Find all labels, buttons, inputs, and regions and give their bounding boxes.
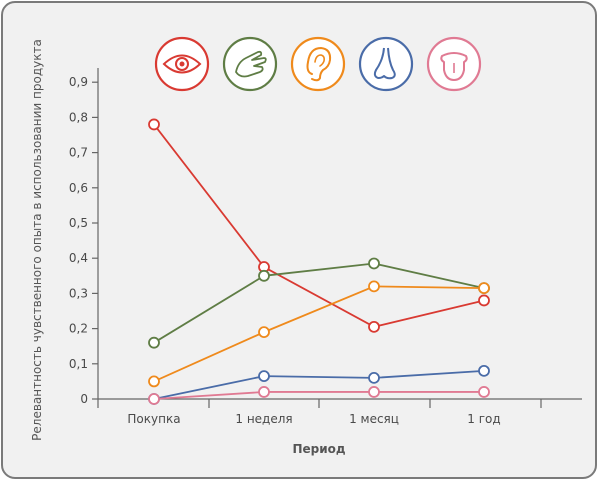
y-tick-label: 0,5: [69, 216, 88, 230]
series-line-nose: [153, 369, 485, 400]
legend: [154, 36, 482, 92]
data-point-eye: [478, 294, 490, 307]
ear-icon: [290, 36, 346, 92]
data-point-tongue: [368, 386, 380, 398]
eye-icon: [154, 36, 210, 92]
data-point-tongue: [258, 386, 270, 398]
nose-icon: [358, 36, 414, 92]
data-point-eye: [148, 118, 160, 131]
y-ticks: 0 0,1 0,2 0,3 0,4 0,5 0,6 0,7 0,8 0,9: [69, 75, 98, 406]
data-point-eye: [368, 320, 380, 333]
data-point-hand: [258, 269, 270, 282]
y-tick-label: 0,6: [69, 181, 88, 195]
data-point-ear: [478, 282, 490, 295]
data-point-tongue: [478, 386, 490, 398]
data-point-hand: [148, 336, 160, 349]
data-point-ear: [258, 326, 270, 339]
y-axis-title: Релевантность чувственного опыта в испол…: [30, 39, 44, 441]
series-line-hand: [153, 262, 485, 344]
x-tick-label: 1 неделя: [235, 412, 292, 426]
x-tick-label: Покупка: [127, 412, 180, 426]
data-point-tongue: [148, 393, 160, 405]
data-point-nose: [478, 364, 490, 377]
hand-icon: [222, 36, 278, 92]
series-line-ear: [153, 285, 485, 383]
tongue-icon: [426, 36, 482, 92]
x-axis-title: Период: [292, 442, 345, 456]
y-tick-label: 0,1: [69, 357, 88, 371]
series-line-tongue: [153, 391, 484, 400]
data-point-ear: [148, 375, 160, 388]
series-lines: [148, 118, 490, 405]
series-line-eye: [153, 123, 485, 328]
y-tick-label: 0,7: [69, 146, 88, 160]
x-ticks: Покупка 1 неделя 1 месяц 1 год: [97, 399, 542, 426]
y-tick-label: 0,9: [69, 75, 88, 89]
y-tick-label: 0,8: [69, 110, 88, 124]
data-point-nose: [258, 370, 270, 383]
y-tick-label: 0,3: [69, 286, 88, 300]
y-tick-label: 0,4: [69, 251, 88, 265]
axes: [97, 68, 582, 400]
y-tick-label: 0,2: [69, 322, 88, 336]
data-point-nose: [368, 371, 380, 384]
data-point-ear: [368, 280, 380, 293]
x-tick-label: 1 год: [467, 412, 500, 426]
x-tick-label: 1 месяц: [349, 412, 399, 426]
y-tick-label: 0: [80, 392, 88, 406]
data-point-hand: [368, 257, 380, 270]
